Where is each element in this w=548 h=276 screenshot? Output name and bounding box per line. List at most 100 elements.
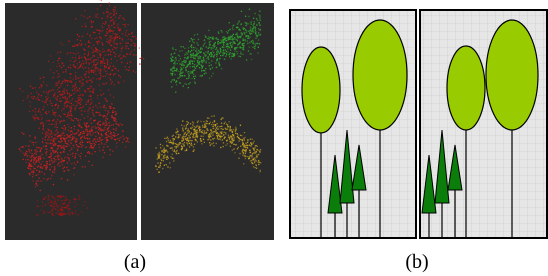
point	[134, 49, 135, 50]
point	[30, 140, 31, 141]
point	[86, 102, 87, 103]
point	[202, 130, 203, 131]
point	[28, 145, 29, 146]
point	[204, 132, 205, 133]
point	[218, 63, 219, 64]
point	[34, 164, 35, 165]
point	[251, 144, 252, 145]
point	[219, 133, 220, 134]
point	[97, 49, 98, 50]
point	[181, 68, 182, 69]
point	[80, 119, 81, 120]
point	[259, 171, 260, 172]
point	[210, 122, 211, 123]
point	[76, 141, 77, 142]
point	[225, 122, 226, 123]
point	[233, 29, 234, 30]
point	[95, 127, 96, 128]
point	[36, 98, 37, 99]
point	[51, 166, 52, 167]
point	[64, 120, 65, 121]
point	[104, 66, 105, 67]
point	[189, 75, 190, 76]
point	[68, 210, 69, 211]
point	[160, 163, 161, 164]
point	[66, 137, 67, 138]
point	[184, 142, 185, 143]
point	[34, 96, 35, 97]
point	[213, 37, 214, 38]
point	[41, 119, 42, 120]
point	[87, 110, 88, 111]
point	[89, 16, 90, 17]
point	[77, 89, 78, 90]
point	[115, 17, 116, 18]
point	[106, 125, 107, 126]
point	[172, 143, 173, 144]
point	[113, 9, 114, 10]
point	[71, 115, 72, 116]
point	[67, 99, 68, 100]
point	[234, 137, 235, 138]
point	[194, 130, 195, 131]
point	[57, 132, 58, 133]
point	[29, 101, 30, 102]
point	[34, 168, 35, 169]
point	[107, 68, 108, 69]
point	[193, 57, 194, 58]
point	[75, 78, 76, 79]
point	[35, 114, 36, 115]
point	[47, 135, 48, 136]
point	[126, 141, 127, 142]
point	[71, 134, 72, 135]
point	[39, 128, 40, 129]
point	[36, 183, 37, 184]
point	[229, 138, 230, 139]
point	[38, 206, 39, 207]
point	[100, 56, 101, 57]
point	[106, 73, 107, 74]
point	[78, 146, 79, 147]
point	[209, 47, 210, 48]
point	[106, 101, 107, 102]
point	[182, 143, 183, 144]
point	[115, 36, 116, 37]
point	[53, 144, 54, 145]
point	[67, 98, 68, 99]
point	[185, 136, 186, 137]
point	[191, 44, 192, 45]
point	[40, 190, 41, 191]
point	[197, 56, 198, 57]
point	[41, 210, 42, 211]
point	[131, 51, 132, 52]
point	[190, 134, 191, 135]
point	[63, 130, 64, 131]
point	[110, 83, 111, 84]
point	[122, 33, 123, 34]
point	[68, 206, 69, 207]
point	[31, 93, 32, 94]
point	[216, 60, 217, 61]
point	[112, 49, 113, 50]
point	[203, 139, 204, 140]
point	[226, 51, 227, 52]
point	[84, 166, 85, 167]
point	[244, 39, 245, 40]
point	[258, 47, 259, 48]
point	[50, 139, 51, 140]
point	[237, 133, 238, 134]
point	[60, 195, 61, 196]
point	[96, 142, 97, 143]
point	[242, 140, 243, 141]
point	[201, 60, 202, 61]
point	[205, 133, 206, 134]
point	[186, 121, 187, 122]
point	[54, 166, 55, 167]
point	[161, 151, 162, 152]
point	[63, 151, 64, 152]
point	[246, 23, 247, 24]
point	[73, 138, 74, 139]
point	[241, 11, 242, 12]
point	[254, 161, 255, 162]
point	[59, 121, 60, 122]
